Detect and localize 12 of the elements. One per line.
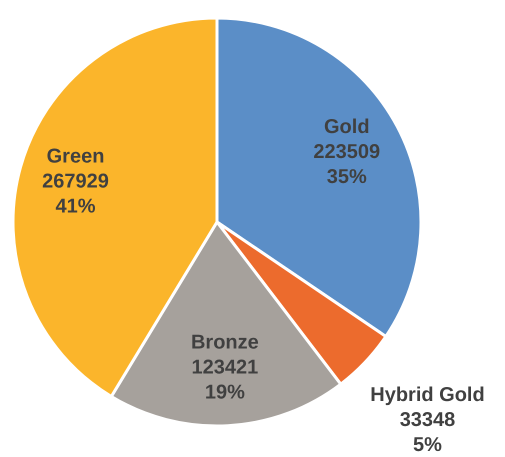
text: 5% bbox=[413, 434, 442, 456]
text: 35% bbox=[326, 166, 367, 188]
slice-label: Bronze bbox=[190, 332, 259, 354]
text: 41% bbox=[56, 196, 96, 218]
slice-label: Green bbox=[46, 146, 104, 168]
text: 19% bbox=[204, 382, 245, 404]
data-label: 267929 bbox=[42, 170, 109, 193]
data-label: 33348 bbox=[400, 409, 456, 432]
data-label: 123421 bbox=[192, 356, 258, 379]
slice-label: Hybrid Gold bbox=[370, 384, 485, 406]
data-label: 223509 bbox=[313, 141, 380, 164]
slice-label: Gold bbox=[324, 116, 370, 138]
